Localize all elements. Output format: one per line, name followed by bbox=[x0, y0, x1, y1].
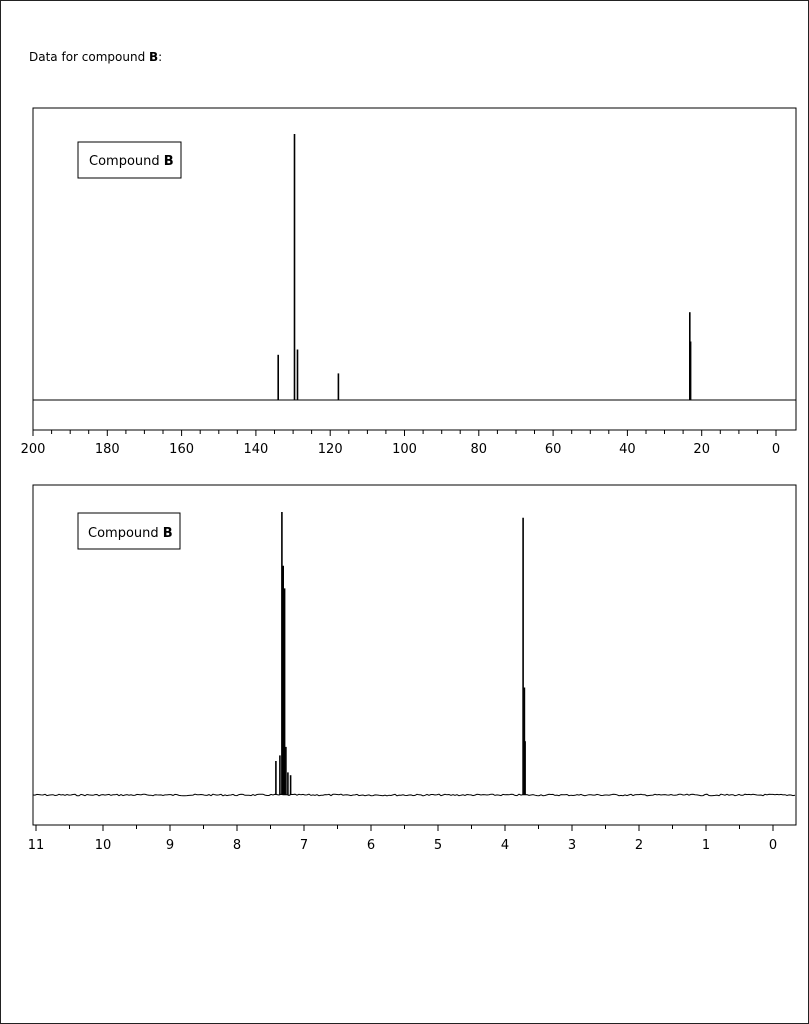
x-tick-label: 40 bbox=[619, 442, 636, 457]
peak-group bbox=[275, 512, 526, 795]
x-tick-label: 120 bbox=[318, 442, 343, 457]
x-tick-label: 3 bbox=[568, 838, 576, 853]
x-tick-label: 0 bbox=[769, 838, 777, 853]
x-tick-label: 2 bbox=[635, 838, 643, 853]
x-tick-label: 8 bbox=[233, 838, 241, 853]
x-tick-label: 20 bbox=[693, 442, 710, 457]
x-tick-label: 0 bbox=[772, 442, 780, 457]
x-tick-label: 6 bbox=[367, 838, 375, 853]
c13-nmr-spectrum: Compound B 200 180 160 140 120 100 80 60 40 20 0 bbox=[21, 107, 797, 457]
plot-frame bbox=[32, 107, 797, 431]
x-tick-label: 11 bbox=[28, 838, 45, 853]
page-heading: Data for compound B: bbox=[29, 50, 163, 64]
x-tick-label: 4 bbox=[501, 838, 509, 853]
x-tick-label: 100 bbox=[392, 442, 417, 457]
x-tick-label: 9 bbox=[166, 838, 174, 853]
x-axis-tick-labels: 11 10 9 8 7 6 5 4 3 2 1 0 bbox=[28, 838, 777, 853]
legend-label: Compound B bbox=[89, 154, 174, 169]
h1-nmr-spectrum: Compound B 11 10 9 8 7 6 5 4 3 2 1 0 bbox=[28, 484, 797, 853]
x-tick-label: 200 bbox=[21, 442, 46, 457]
x-tick-label: 5 bbox=[434, 838, 442, 853]
baseline bbox=[32, 793, 796, 797]
legend-box bbox=[77, 512, 181, 550]
x-tick-label: 60 bbox=[545, 442, 562, 457]
plot-frame bbox=[32, 484, 797, 826]
legend-label: Compound B bbox=[88, 526, 173, 541]
peak-group bbox=[277, 134, 692, 400]
x-axis-ticks bbox=[35, 825, 774, 831]
legend-box bbox=[77, 141, 182, 179]
x-tick-label: 80 bbox=[471, 442, 488, 457]
x-tick-label: 1 bbox=[702, 838, 710, 853]
x-tick-label: 7 bbox=[300, 838, 308, 853]
x-tick-label: 180 bbox=[95, 442, 120, 457]
x-tick-label: 10 bbox=[95, 838, 112, 853]
x-axis-ticks bbox=[32, 430, 777, 436]
x-tick-label: 160 bbox=[169, 442, 194, 457]
x-tick-label: 140 bbox=[243, 442, 268, 457]
x-axis-tick-labels: 200 180 160 140 120 100 80 60 40 20 0 bbox=[21, 442, 781, 457]
